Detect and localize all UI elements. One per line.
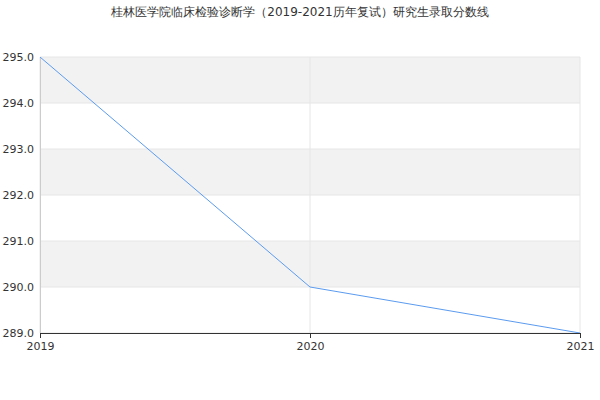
tick-mark xyxy=(40,333,41,338)
line xyxy=(40,57,580,333)
tick: 291.0 xyxy=(3,235,41,248)
y-axis: 289.0 290.0 291.0 292.0 293.0 294.0 295.0 xyxy=(3,51,41,340)
tick: 2021 xyxy=(567,333,595,353)
tick-label: 290.0 xyxy=(3,281,35,294)
tick: 295.0 xyxy=(3,51,41,64)
grid xyxy=(40,57,580,333)
tick: 289.0 xyxy=(3,327,41,340)
tick-mark xyxy=(580,333,581,338)
tick-label: 294.0 xyxy=(3,97,35,110)
tick-label: 2020 xyxy=(297,340,325,353)
chart: 289.0290.0291.0292.0293.0294.0295.020192… xyxy=(0,0,600,400)
axis-line xyxy=(41,334,581,339)
plot: 289.0290.0291.0292.0293.0294.0295.020192… xyxy=(3,51,595,353)
grid-line xyxy=(40,57,41,333)
tick: 2019 xyxy=(27,333,55,353)
tick: 290.0 xyxy=(3,281,41,294)
tick: 294.0 xyxy=(3,97,41,110)
tick-mark xyxy=(310,333,311,338)
tick-label: 2021 xyxy=(567,340,595,353)
tick: 293.0 xyxy=(3,143,41,156)
tick-label: 289.0 xyxy=(3,327,35,340)
grid-line xyxy=(310,57,311,333)
grid-line xyxy=(580,57,581,333)
tick-label: 292.0 xyxy=(3,189,35,202)
tick-label: 291.0 xyxy=(3,235,35,248)
x-axis: 2019 2020 2021 xyxy=(27,333,595,353)
series xyxy=(40,57,580,333)
title: 桂林医学院临床检验诊断学（2019-2021历年复试）研究生录取分数线 xyxy=(110,5,488,19)
tick: 292.0 xyxy=(3,189,41,202)
tick: 2020 xyxy=(297,333,325,353)
tick-label: 295.0 xyxy=(3,51,35,64)
axis-line xyxy=(40,58,41,334)
tick-label: 2019 xyxy=(27,340,55,353)
tick-label: 293.0 xyxy=(3,143,35,156)
